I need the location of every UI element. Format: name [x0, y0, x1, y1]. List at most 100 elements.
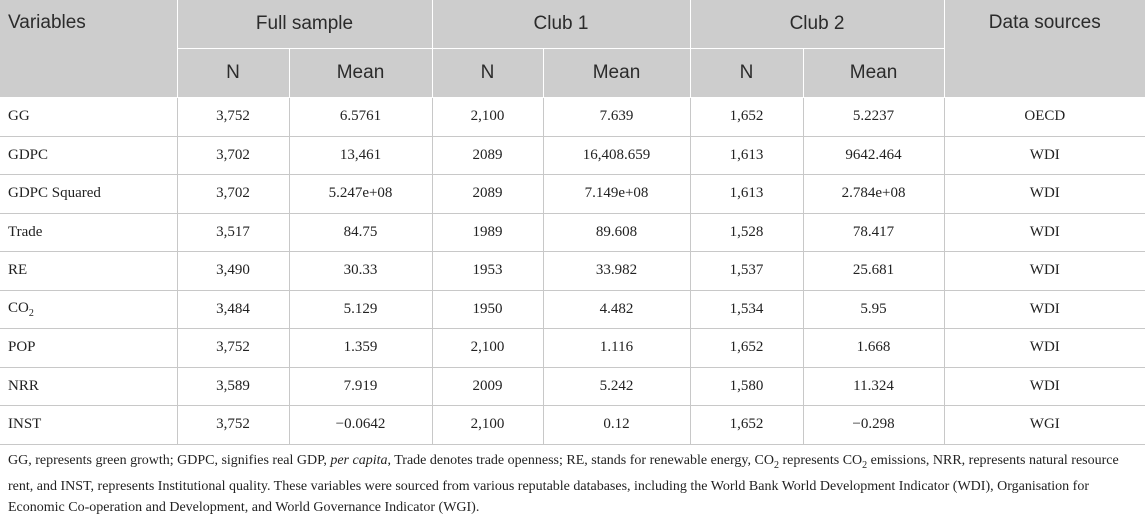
cell-c1-n: 2,100 — [432, 405, 544, 445]
table-row: GDPC 3,702 13,461 2089 16,408.659 1,613 … — [0, 136, 1145, 175]
cell-c1-mean: 33.982 — [543, 251, 691, 291]
footnote-subscript: 2 — [862, 459, 868, 471]
header-club1: Club 1 — [432, 0, 691, 49]
cell-fs-n: 3,702 — [177, 174, 290, 214]
cell-variable: NRR — [0, 367, 178, 406]
header-c2-n: N — [690, 48, 804, 98]
cell-fs-mean: −0.0642 — [289, 405, 433, 445]
cell-c2-n: 1,652 — [690, 97, 804, 137]
cell-c1-mean: 5.242 — [543, 367, 691, 406]
cell-c2-n: 1,528 — [690, 213, 804, 252]
cell-variable: INST — [0, 405, 178, 445]
header-full-sample: Full sample — [177, 0, 433, 49]
cell-variable: GDPC — [0, 136, 178, 175]
cell-c2-mean: 25.681 — [803, 251, 945, 291]
cell-fs-n: 3,517 — [177, 213, 290, 252]
table-row: GDPC Squared 3,702 5.247e+08 2089 7.149e… — [0, 174, 1145, 214]
cell-c2-n: 1,580 — [690, 367, 804, 406]
cell-fs-mean: 6.5761 — [289, 97, 433, 137]
header-variables: Variables — [0, 0, 178, 98]
cell-c2-mean: 1.668 — [803, 328, 945, 368]
cell-fs-n: 3,490 — [177, 251, 290, 291]
footnote-text: , Trade denotes trade openness; RE, stan… — [387, 453, 774, 468]
cell-variable: RE — [0, 251, 178, 291]
cell-fs-mean: 5.247e+08 — [289, 174, 433, 214]
table-row: NRR 3,589 7.919 2009 5.242 1,580 11.324 … — [0, 367, 1145, 406]
cell-variable: GDPC Squared — [0, 174, 178, 214]
cell-fs-mean: 84.75 — [289, 213, 433, 252]
cell-c1-n: 1953 — [432, 251, 544, 291]
footnote-text: represents CO — [778, 453, 863, 468]
cell-fs-n: 3,752 — [177, 97, 290, 137]
cell-source: OECD — [944, 97, 1145, 137]
summary-statistics-table: Variables Full sample Club 1 Club 2 Data… — [0, 0, 1145, 445]
cell-source: WDI — [944, 136, 1145, 175]
footnote-text: GG, represents green growth; GDPC, signi… — [8, 453, 331, 468]
cell-c2-n: 1,534 — [690, 290, 804, 329]
cell-c1-n: 1950 — [432, 290, 544, 329]
header-fs-n: N — [177, 48, 290, 98]
cell-c1-mean: 16,408.659 — [543, 136, 691, 175]
cell-c2-mean: 5.2237 — [803, 97, 945, 137]
header-data-sources: Data sources — [944, 0, 1145, 98]
cell-c1-n: 1989 — [432, 213, 544, 252]
table-row: GG 3,752 6.5761 2,100 7.639 1,652 5.2237… — [0, 97, 1145, 137]
cell-source: WDI — [944, 213, 1145, 252]
cell-c1-mean: 1.116 — [543, 328, 691, 368]
cell-source: WDI — [944, 174, 1145, 214]
table-row: RE 3,490 30.33 1953 33.982 1,537 25.681 … — [0, 251, 1145, 291]
table-row: POP 3,752 1.359 2,100 1.116 1,652 1.668 … — [0, 328, 1145, 368]
cell-fs-mean: 7.919 — [289, 367, 433, 406]
cell-c2-n: 1,613 — [690, 136, 804, 175]
cell-c2-n: 1,652 — [690, 328, 804, 368]
cell-fs-n: 3,484 — [177, 290, 290, 329]
footnote-subscript: 2 — [773, 459, 779, 471]
cell-variable: POP — [0, 328, 178, 368]
cell-c2-n: 1,613 — [690, 174, 804, 214]
cell-fs-mean: 13,461 — [289, 136, 433, 175]
cell-fs-n: 3,589 — [177, 367, 290, 406]
cell-c2-mean: 78.417 — [803, 213, 945, 252]
cell-source: WDI — [944, 251, 1145, 291]
table-row: INST 3,752 −0.0642 2,100 0.12 1,652 −0.2… — [0, 405, 1145, 445]
cell-c2-mean: −0.298 — [803, 405, 945, 445]
cell-c1-n: 2089 — [432, 174, 544, 214]
cell-c2-mean: 5.95 — [803, 290, 945, 329]
header-c1-n: N — [432, 48, 544, 98]
table-row: CO2 3,484 5.129 1950 4.482 1,534 5.95 WD… — [0, 290, 1145, 329]
cell-c2-mean: 2.784e+08 — [803, 174, 945, 214]
cell-c2-n: 1,652 — [690, 405, 804, 445]
cell-variable: CO2 — [0, 290, 178, 329]
cell-c1-mean: 7.149e+08 — [543, 174, 691, 214]
cell-c1-n: 2009 — [432, 367, 544, 406]
cell-fs-n: 3,752 — [177, 405, 290, 445]
cell-source: WDI — [944, 367, 1145, 406]
cell-c1-n: 2089 — [432, 136, 544, 175]
cell-fs-n: 3,702 — [177, 136, 290, 175]
cell-c1-mean: 4.482 — [543, 290, 691, 329]
cell-c2-mean: 11.324 — [803, 367, 945, 406]
co2-subscript: 2 — [28, 307, 34, 319]
cell-c1-mean: 7.639 — [543, 97, 691, 137]
header-c1-mean: Mean — [543, 48, 691, 98]
co2-label: CO — [8, 299, 29, 316]
table-row: Trade 3,517 84.75 1989 89.608 1,528 78.4… — [0, 213, 1145, 252]
cell-source: WDI — [944, 328, 1145, 368]
cell-variable: GG — [0, 97, 178, 137]
cell-source: WGI — [944, 405, 1145, 445]
cell-fs-mean: 30.33 — [289, 251, 433, 291]
cell-c1-n: 2,100 — [432, 97, 544, 137]
data-table: Variables Full sample Club 1 Club 2 Data… — [0, 0, 1145, 445]
cell-fs-n: 3,752 — [177, 328, 290, 368]
cell-c1-mean: 0.12 — [543, 405, 691, 445]
header-club2: Club 2 — [690, 0, 945, 49]
cell-variable: Trade — [0, 213, 178, 252]
cell-c2-mean: 9642.464 — [803, 136, 945, 175]
header-fs-mean: Mean — [289, 48, 433, 98]
cell-source: WDI — [944, 290, 1145, 329]
cell-c2-n: 1,537 — [690, 251, 804, 291]
cell-c1-mean: 89.608 — [543, 213, 691, 252]
cell-fs-mean: 1.359 — [289, 328, 433, 368]
cell-c1-n: 2,100 — [432, 328, 544, 368]
footnote-italic: per capita — [330, 453, 388, 468]
